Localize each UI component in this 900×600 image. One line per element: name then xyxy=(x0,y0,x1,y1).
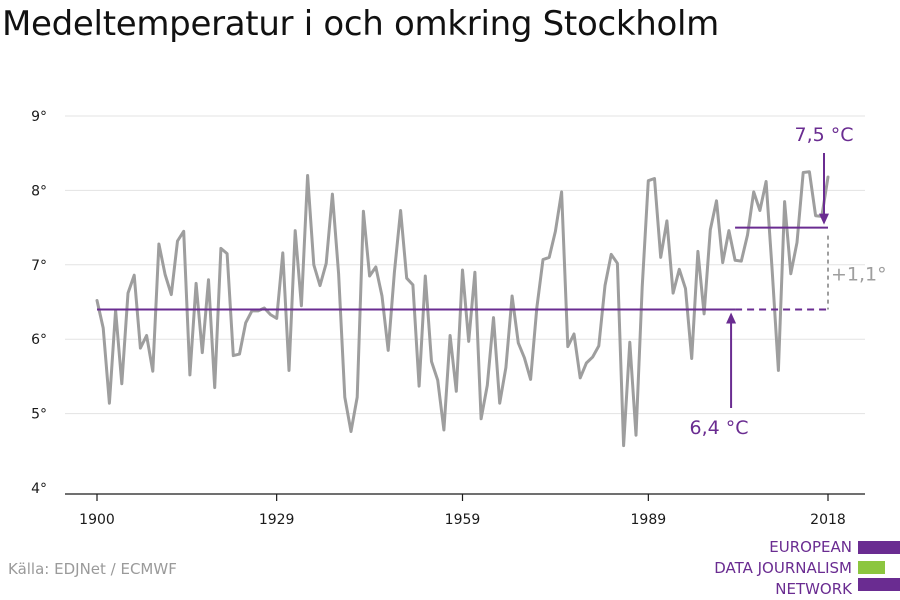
chart-title: Medeltemperatur i och omkring Stockholm xyxy=(2,4,719,44)
y-tick-label: 4° xyxy=(31,481,47,497)
y-tick-label: 6° xyxy=(31,332,47,348)
x-tick-label: 1929 xyxy=(259,512,295,528)
annotation-layer: +1,1° 6,4 °C 7,5 °C xyxy=(689,124,886,439)
grid-layer xyxy=(65,115,865,415)
x-tick-label: 2018 xyxy=(810,512,846,528)
high-value-label: 7,5 °C xyxy=(794,124,853,146)
high-arrow-head xyxy=(819,213,829,225)
x-tick-label: 1900 xyxy=(79,512,115,528)
source-note: Källa: EDJNet / ECMWF xyxy=(8,560,177,578)
reference-layer xyxy=(97,226,828,311)
y-tick-label: 8° xyxy=(31,183,47,199)
low-arrow-head xyxy=(726,312,737,324)
difference-label: +1,1° xyxy=(831,264,887,286)
y-tick-label: 5° xyxy=(31,407,47,423)
y-tick-label: 7° xyxy=(31,258,47,274)
y-tick-label: 9° xyxy=(31,109,47,125)
logo-bar-purple-top xyxy=(858,541,900,554)
edjnet-logo: EUROPEAN DATA JOURNALISM NETWORK xyxy=(700,530,900,600)
logo-bar-purple-bottom xyxy=(858,578,900,591)
logo-line-2: DATA JOURNALISM xyxy=(714,559,852,577)
x-tick-label: 1989 xyxy=(631,512,667,528)
logo-line-1: EUROPEAN xyxy=(769,538,852,556)
axis-layer: 4° 5° 6° 7° 8° 9° 1900 1929 1959 1989 2018 xyxy=(31,109,865,528)
logo-bar-green xyxy=(858,561,885,574)
temperature-series-line xyxy=(95,170,830,448)
series-layer xyxy=(95,170,830,448)
x-tick-label: 1959 xyxy=(445,512,481,528)
logo-line-3: NETWORK xyxy=(775,580,852,598)
low-value-label: 6,4 °C xyxy=(689,417,748,439)
